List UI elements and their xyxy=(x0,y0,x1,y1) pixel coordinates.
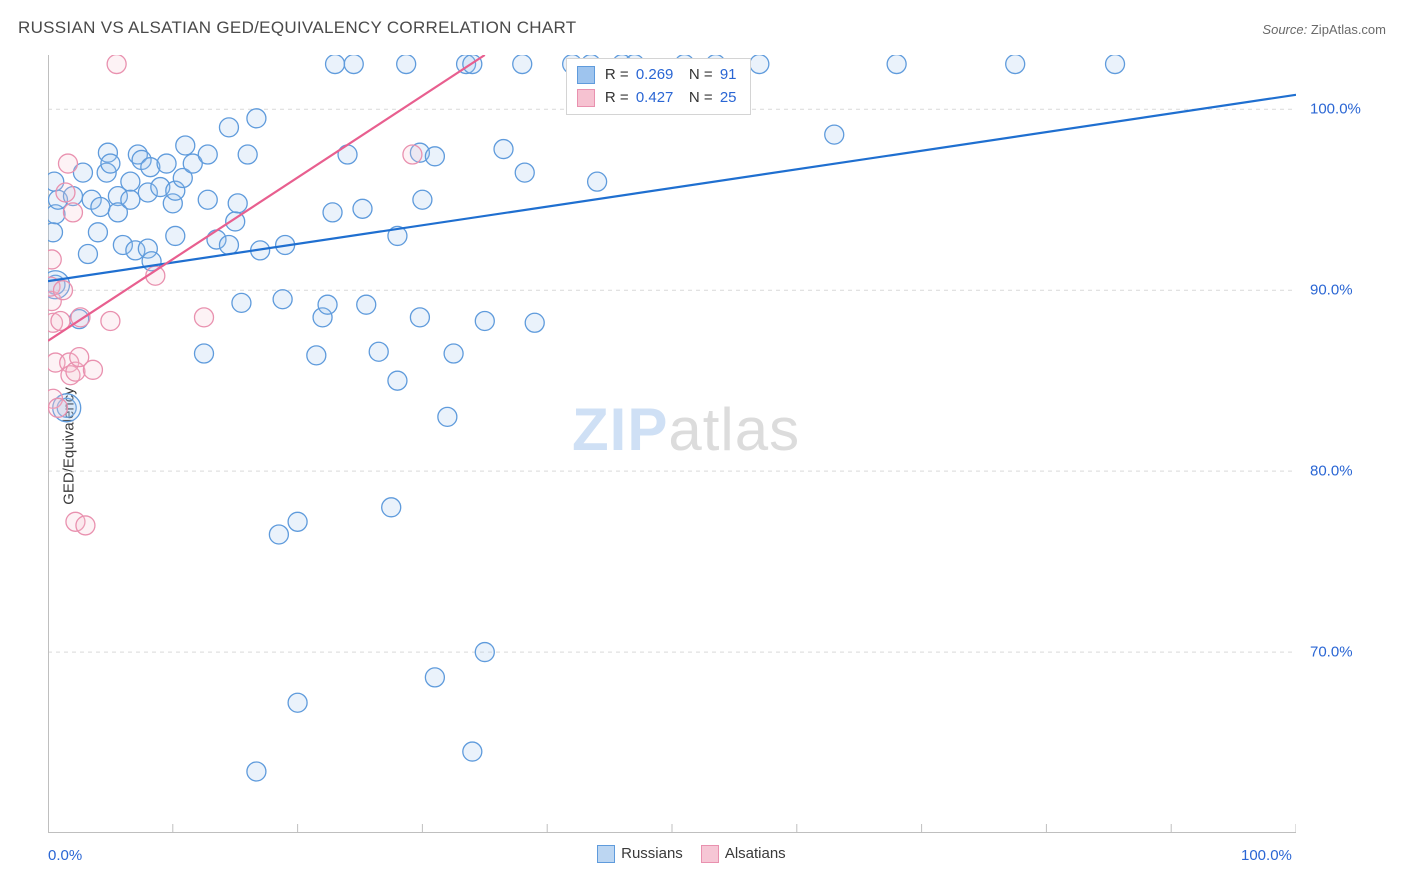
y-tick-label: 80.0% xyxy=(1310,463,1353,480)
y-tick-label: 100.0% xyxy=(1310,101,1361,118)
stats-row: R = 0.427 N = 25 xyxy=(577,86,740,109)
legend-bottom: Russians Alsatians xyxy=(597,845,786,863)
correlation-stats-box: R = 0.269 N = 91R = 0.427 N = 25 xyxy=(566,58,751,115)
chart-title: RUSSIAN VS ALSATIAN GED/EQUIVALENCY CORR… xyxy=(18,18,576,38)
stats-swatch xyxy=(577,89,595,107)
source-label: Source: xyxy=(1262,22,1307,37)
stats-row: R = 0.269 N = 91 xyxy=(577,63,740,86)
stats-n-label: N = xyxy=(676,86,716,109)
stats-swatch xyxy=(577,66,595,84)
legend-item: Russians xyxy=(597,845,683,863)
legend-item: Alsatians xyxy=(701,845,786,863)
source-attribution: Source: ZipAtlas.com xyxy=(1262,22,1386,37)
stats-r-label: R = xyxy=(605,86,633,109)
stats-n-label: N = xyxy=(676,63,716,86)
source-value: ZipAtlas.com xyxy=(1311,22,1386,37)
x-tick-label: 100.0% xyxy=(1241,847,1292,864)
stats-r-label: R = xyxy=(605,63,633,86)
y-tick-label: 70.0% xyxy=(1310,644,1353,661)
stats-n-value: 91 xyxy=(720,63,737,86)
scatter-plot xyxy=(48,55,1296,833)
stats-r-value: 0.427 xyxy=(636,86,674,109)
stats-n-value: 25 xyxy=(720,86,737,109)
x-tick-label: 0.0% xyxy=(48,847,82,864)
stats-r-value: 0.269 xyxy=(636,63,674,86)
y-tick-label: 90.0% xyxy=(1310,282,1353,299)
